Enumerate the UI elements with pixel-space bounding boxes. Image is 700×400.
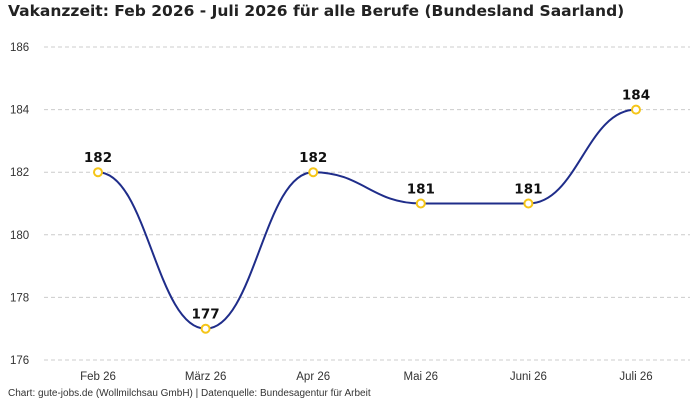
x-tick-label: Juli 26 (619, 371, 652, 383)
y-tick-label: 182 (10, 167, 29, 179)
x-tick-label: März 26 (185, 371, 227, 383)
data-label: 181 (514, 182, 542, 198)
data-labels: 182 177 182 181 181 184 (84, 88, 650, 323)
data-label: 177 (192, 307, 220, 323)
chart-title: Vakanzzeit: Feb 2026 - Juli 2026 für all… (8, 2, 624, 20)
data-point (93, 167, 103, 178)
x-tick-label: Juni 26 (510, 371, 547, 383)
data-label: 182 (299, 150, 327, 166)
series (97, 108, 637, 330)
y-tick-label: 186 (10, 42, 29, 54)
data-point (308, 167, 319, 178)
data-point (200, 323, 211, 334)
data-point (415, 198, 426, 209)
data-point (523, 198, 534, 209)
x-tick-label: Mai 26 (404, 371, 439, 383)
x-axis: Feb 26 März 26 Apr 26 Mai 26 Juni 26 Juli 26 (80, 371, 653, 383)
y-axis: 176 178 180 182 184 186 (10, 42, 30, 367)
data-points (93, 104, 641, 334)
x-tick-label: Apr 26 (296, 371, 330, 383)
x-tick-label: Feb 26 (80, 371, 116, 383)
data-label: 181 (407, 182, 435, 198)
y-tick-label: 176 (10, 355, 29, 367)
data-label: 184 (622, 88, 650, 104)
series-line (97, 108, 637, 330)
y-tick-label: 178 (10, 292, 29, 304)
y-tick-label: 180 (10, 230, 29, 242)
data-label: 182 (84, 150, 112, 166)
y-tick-label: 184 (10, 105, 30, 117)
grid (44, 46, 690, 361)
data-point (631, 104, 641, 115)
source-note: Chart: gute-jobs.de (Wollmilchsau GmbH) … (8, 388, 371, 399)
